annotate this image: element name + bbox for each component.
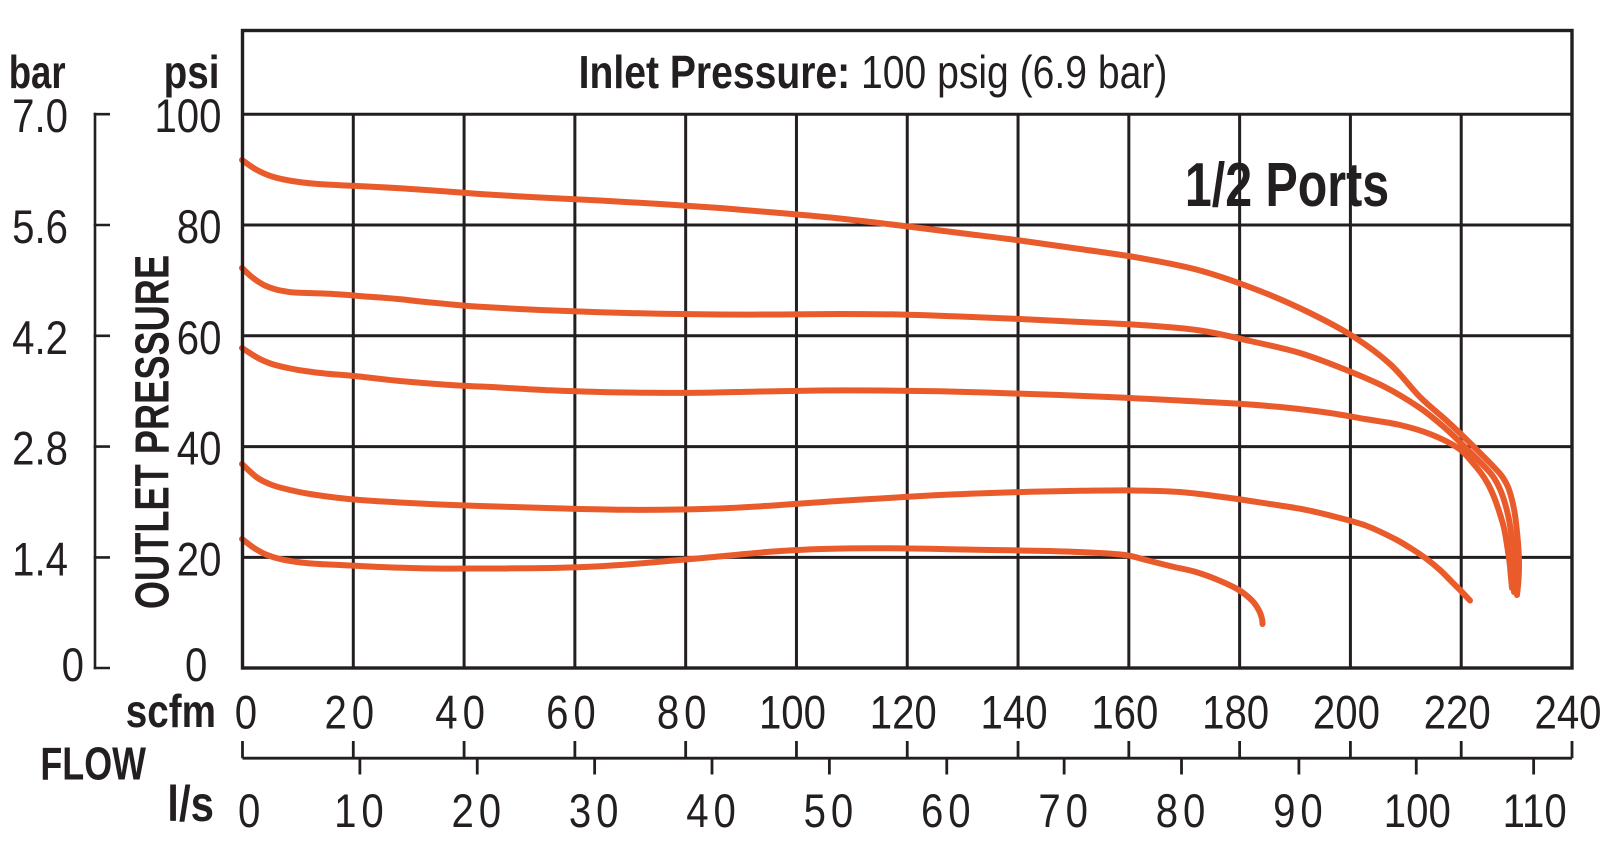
svg-text:5.6: 5.6 [12, 201, 68, 254]
svg-text:20: 20 [324, 687, 379, 740]
svg-text:FLOW: FLOW [40, 738, 146, 789]
svg-text:10: 10 [334, 785, 389, 838]
svg-text:100: 100 [1384, 785, 1451, 838]
svg-text:120: 120 [870, 687, 937, 740]
svg-text:0: 0 [62, 639, 84, 692]
svg-text:60: 60 [546, 687, 601, 740]
svg-text:OUTLET PRESSURE: OUTLET PRESSURE [127, 255, 180, 609]
svg-text:2.8: 2.8 [12, 423, 68, 476]
svg-text:180: 180 [1202, 687, 1269, 740]
svg-text:240: 240 [1534, 687, 1601, 740]
svg-text:Inlet Pressure: 100 psig (6.9: Inlet Pressure: 100 psig (6.9 bar) [579, 47, 1168, 99]
svg-text:0: 0 [238, 785, 260, 838]
svg-text:220: 220 [1424, 687, 1491, 740]
svg-text:0: 0 [235, 687, 257, 740]
svg-text:60: 60 [177, 312, 222, 365]
svg-text:l/s: l/s [167, 776, 214, 832]
svg-text:70: 70 [1038, 785, 1093, 838]
svg-text:20: 20 [177, 533, 222, 586]
svg-text:60: 60 [921, 785, 976, 838]
svg-text:4.2: 4.2 [12, 312, 68, 365]
svg-text:40: 40 [177, 423, 222, 476]
svg-text:psi: psi [164, 47, 220, 98]
svg-text:1/2 Ports: 1/2 Ports [1185, 150, 1389, 219]
svg-text:40: 40 [686, 785, 741, 838]
svg-text:90: 90 [1273, 785, 1328, 838]
svg-text:100: 100 [759, 687, 826, 740]
svg-text:80: 80 [177, 201, 222, 254]
svg-text:160: 160 [1091, 687, 1158, 740]
svg-text:20: 20 [451, 785, 506, 838]
svg-text:1.4: 1.4 [12, 533, 68, 586]
svg-text:110: 110 [1503, 785, 1567, 838]
svg-text:7.0: 7.0 [12, 90, 68, 143]
svg-text:200: 200 [1313, 687, 1380, 740]
svg-text:40: 40 [435, 687, 490, 740]
svg-text:30: 30 [569, 785, 624, 838]
svg-text:140: 140 [981, 687, 1048, 740]
svg-text:scfm: scfm [126, 686, 216, 737]
svg-text:100: 100 [154, 90, 221, 143]
svg-text:bar: bar [9, 46, 66, 98]
svg-text:0: 0 [185, 639, 207, 692]
svg-text:50: 50 [804, 785, 859, 838]
svg-text:80: 80 [657, 687, 712, 740]
svg-text:80: 80 [1156, 785, 1211, 838]
